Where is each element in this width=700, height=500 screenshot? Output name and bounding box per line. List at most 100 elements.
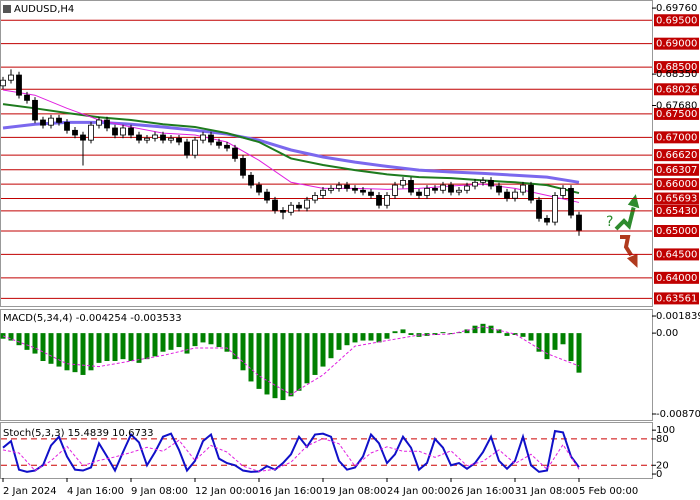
- candle-body: [104, 119, 110, 129]
- level-tag: [654, 204, 699, 217]
- y-tick-label: 0.001839: [656, 311, 700, 322]
- level-tag: [654, 225, 699, 238]
- candle-body: [552, 195, 558, 223]
- candle-body: [512, 191, 518, 199]
- macd-bar: [448, 333, 454, 335]
- candle-body: [128, 127, 134, 136]
- macd-bar: [352, 333, 358, 343]
- candle-body: [448, 184, 454, 193]
- macd-bar: [568, 333, 574, 362]
- macd-bar: [464, 329, 470, 334]
- macd-bar: [240, 333, 246, 371]
- x-tick-label: 2 Jan 2024: [3, 486, 57, 497]
- macd-bar: [120, 333, 126, 360]
- candle-body: [136, 134, 142, 141]
- macd-bar: [192, 333, 198, 347]
- macd-bar: [504, 333, 510, 336]
- macd-bar: [184, 333, 190, 354]
- macd-bar: [96, 333, 102, 363]
- y-tick-label: 0.69760: [656, 3, 697, 14]
- level-label: 0.65430: [656, 206, 697, 217]
- macd-bar: [216, 333, 222, 348]
- macd-bar: [392, 331, 398, 334]
- candle-body: [176, 137, 182, 143]
- candle-body: [336, 184, 342, 189]
- x-tick-label: 31 Jan 08:00: [515, 486, 578, 497]
- macd-bar: [424, 333, 430, 336]
- x-tick-label: 12 Jan 00:00: [195, 486, 258, 497]
- macd-bar: [56, 333, 62, 367]
- macd-bar: [176, 333, 182, 348]
- candle-body: [216, 141, 222, 146]
- y-tick-label: 0.00: [656, 328, 678, 339]
- macd-bar: [328, 333, 334, 359]
- macd-bar: [128, 333, 134, 362]
- macd-bar: [528, 333, 534, 341]
- candle-body: [424, 187, 430, 196]
- candle-body: [288, 204, 294, 213]
- level-label: 0.64500: [656, 249, 697, 260]
- candle-body: [392, 184, 398, 196]
- series-line: [2, 429, 580, 473]
- candle-body: [344, 184, 350, 189]
- up-arrow: [614, 205, 636, 231]
- macd-bar: [552, 333, 558, 350]
- macd-bar: [264, 333, 270, 395]
- candle-body: [504, 191, 510, 199]
- level-label: 0.66307: [656, 165, 697, 176]
- y-tick-label: 100: [656, 425, 675, 436]
- candle-body: [304, 199, 310, 209]
- macd-bar: [16, 333, 22, 346]
- macd-bar: [296, 333, 302, 391]
- candle-body: [440, 184, 446, 191]
- candle-body: [352, 187, 358, 191]
- macd-bar: [512, 333, 518, 335]
- candle-body: [224, 144, 230, 149]
- candle-body: [248, 174, 254, 186]
- candle-body: [40, 119, 46, 126]
- candle-body: [384, 195, 390, 206]
- candle-body: [312, 195, 318, 201]
- macd-bar: [24, 333, 30, 350]
- candle-body: [232, 147, 238, 159]
- macd-bar: [208, 333, 214, 345]
- forecast-arrows: [613, 191, 641, 271]
- macd-bar: [272, 333, 278, 399]
- panel-title: MACD(5,34,4) -0.004254 -0.003533: [3, 313, 182, 324]
- x-tick-label: 9 Jan 08:00: [131, 486, 188, 497]
- y-tick-label: 0.67680: [656, 100, 697, 111]
- macd-bar: [104, 333, 110, 362]
- macd-bar: [72, 333, 78, 373]
- candle-body: [328, 187, 334, 191]
- macd-bar: [144, 333, 150, 360]
- level-label: 0.64000: [656, 273, 697, 284]
- level-label: 0.63561: [656, 293, 697, 304]
- macd-bar: [544, 333, 550, 360]
- annotation: ?: [606, 214, 613, 230]
- candle-body: [8, 74, 14, 81]
- candle-body: [456, 189, 462, 193]
- level-label: 0.68500: [656, 62, 697, 73]
- macd-bar: [248, 333, 254, 382]
- candle-body: [208, 134, 214, 143]
- stoch-panel: [0, 422, 653, 479]
- x-tick-label: 16 Jan 16:00: [259, 486, 322, 497]
- macd-bar: [256, 333, 262, 389]
- macd-bar: [200, 333, 206, 343]
- candle-body: [320, 189, 326, 196]
- candle-body: [56, 117, 62, 123]
- level-label: 0.65000: [656, 226, 697, 237]
- x-tick-label: 4 Jan 16:00: [67, 486, 124, 497]
- macd-bar: [288, 333, 294, 397]
- candle-body: [296, 204, 302, 209]
- macd-bar: [408, 333, 414, 335]
- macd-bar: [304, 333, 310, 384]
- candle-body: [528, 184, 534, 201]
- y-tick-label: 0: [656, 469, 662, 480]
- candle-body: [400, 180, 406, 186]
- candle-body: [24, 94, 30, 101]
- candle-body: [144, 137, 150, 141]
- candle-body: [120, 127, 126, 136]
- macd-bar: [400, 329, 406, 334]
- candle-body: [88, 124, 94, 141]
